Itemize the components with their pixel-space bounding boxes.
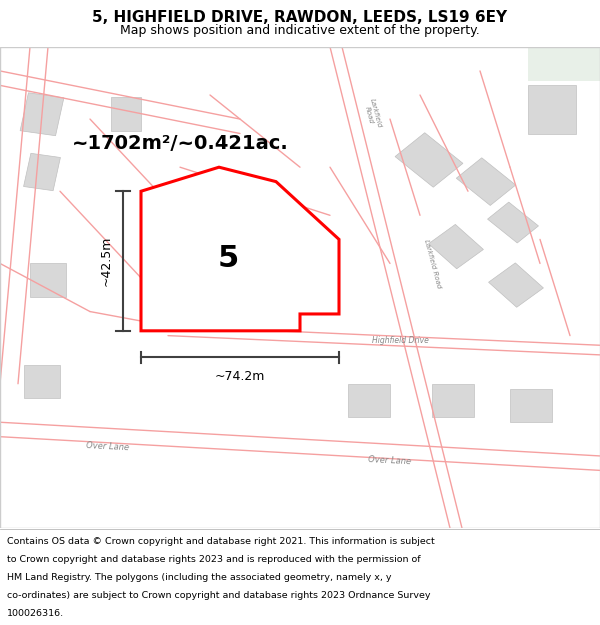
- Text: 5, HIGHFIELD DRIVE, RAWDON, LEEDS, LS19 6EY: 5, HIGHFIELD DRIVE, RAWDON, LEEDS, LS19 …: [92, 10, 508, 25]
- Text: to Crown copyright and database rights 2023 and is reproduced with the permissio: to Crown copyright and database rights 2…: [7, 555, 421, 564]
- Text: ~1702m²/~0.421ac.: ~1702m²/~0.421ac.: [71, 134, 289, 152]
- Polygon shape: [348, 384, 390, 418]
- Polygon shape: [23, 153, 61, 191]
- Polygon shape: [488, 202, 538, 243]
- Polygon shape: [510, 389, 552, 422]
- Text: ~42.5m: ~42.5m: [100, 236, 113, 286]
- Polygon shape: [30, 264, 66, 297]
- Polygon shape: [24, 364, 60, 398]
- Polygon shape: [141, 167, 339, 331]
- Text: HM Land Registry. The polygons (including the associated geometry, namely x, y: HM Land Registry. The polygons (includin…: [7, 572, 392, 582]
- Polygon shape: [395, 132, 463, 188]
- Text: 5: 5: [217, 244, 239, 273]
- Text: Over Lane: Over Lane: [86, 441, 130, 452]
- Polygon shape: [528, 86, 576, 134]
- Polygon shape: [20, 92, 64, 136]
- Text: Larkfield Road: Larkfield Road: [422, 238, 442, 289]
- Text: 100026316.: 100026316.: [7, 609, 64, 618]
- Polygon shape: [432, 384, 474, 418]
- Text: ~74.2m: ~74.2m: [215, 370, 265, 383]
- Text: Contains OS data © Crown copyright and database right 2021. This information is : Contains OS data © Crown copyright and d…: [7, 537, 435, 546]
- Text: Over Lane: Over Lane: [368, 455, 412, 466]
- Polygon shape: [428, 224, 484, 269]
- Polygon shape: [457, 158, 515, 206]
- FancyBboxPatch shape: [528, 47, 600, 81]
- Text: Larkfield
Road: Larkfield Road: [362, 98, 382, 131]
- Polygon shape: [111, 98, 141, 131]
- Polygon shape: [488, 263, 544, 308]
- Text: Highfield Drive: Highfield Drive: [372, 336, 429, 345]
- Text: co-ordinates) are subject to Crown copyright and database rights 2023 Ordnance S: co-ordinates) are subject to Crown copyr…: [7, 591, 431, 599]
- Text: Map shows position and indicative extent of the property.: Map shows position and indicative extent…: [120, 24, 480, 36]
